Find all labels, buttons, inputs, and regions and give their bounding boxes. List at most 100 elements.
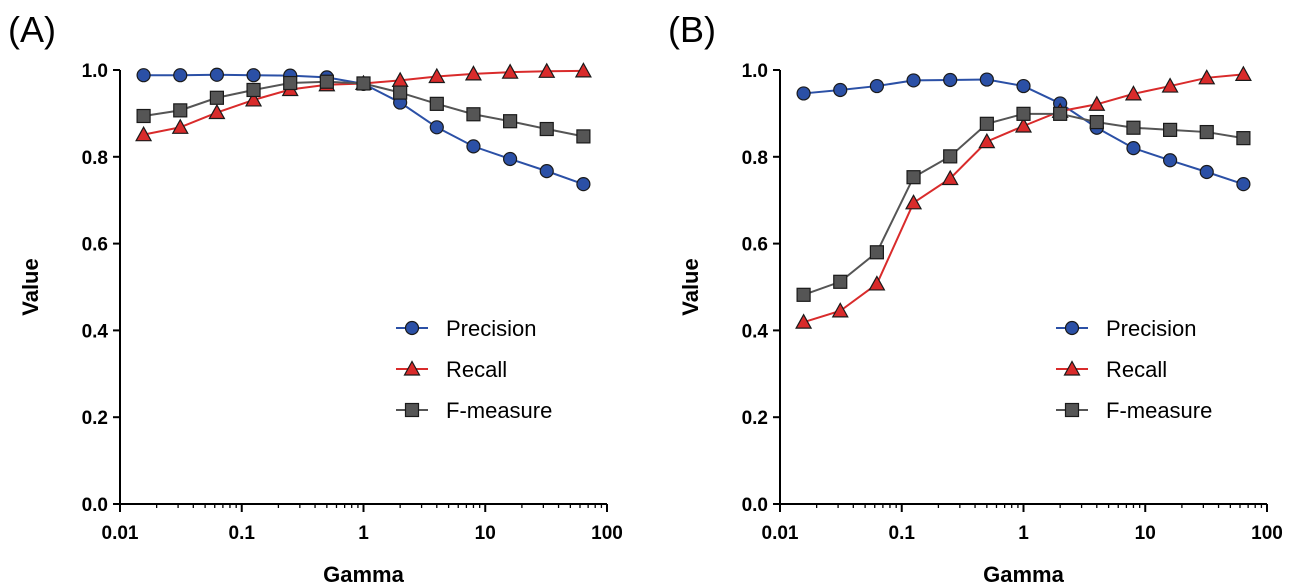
data-point-precision — [833, 82, 848, 98]
series-f-measure — [796, 106, 1251, 302]
data-point-f-measure — [906, 170, 921, 185]
data-point-recall — [1198, 69, 1216, 85]
data-point-precision — [173, 68, 188, 83]
data-point-f-measure — [1016, 106, 1031, 121]
data-point-precision — [209, 67, 224, 82]
y-tick-label: 1.0 — [82, 61, 108, 82]
data-point-precision — [136, 68, 151, 83]
data-point-f-measure — [1236, 131, 1251, 146]
legend-marker-precision — [1064, 320, 1080, 336]
data-point-precision — [1199, 164, 1214, 180]
data-point-f-measure — [576, 129, 591, 144]
data-point-precision — [466, 139, 481, 154]
data-point-precision — [1016, 78, 1031, 94]
data-point-f-measure — [1199, 124, 1214, 140]
legend-label-recall: Recall — [446, 357, 507, 382]
data-point-f-measure — [283, 75, 298, 91]
legend-marker-precision — [404, 320, 420, 336]
data-point-precision — [429, 120, 444, 135]
data-point-precision — [539, 164, 554, 179]
data-point-recall — [1124, 85, 1142, 101]
data-point-f-measure — [429, 96, 444, 111]
data-point-precision — [246, 68, 261, 83]
data-point-precision — [1126, 141, 1141, 156]
legend-label-f-measure: F-measure — [446, 398, 552, 423]
data-point-f-measure — [393, 85, 408, 100]
y-tick-label: 0.8 — [82, 148, 108, 169]
data-point-recall — [978, 132, 996, 149]
data-point-f-measure — [503, 114, 518, 129]
x-tick-label: 0.1 — [889, 523, 916, 544]
data-point-recall — [464, 65, 482, 81]
y-axis-title: Value — [678, 258, 703, 315]
x-tick-label: 0.01 — [762, 523, 799, 544]
x-tick-label: 10 — [1135, 523, 1156, 544]
legend-marker-recall — [403, 360, 421, 376]
data-point-recall — [1014, 117, 1033, 133]
y-tick-label: 0.2 — [82, 408, 108, 429]
series-precision — [796, 72, 1251, 192]
data-point-f-measure — [246, 82, 261, 98]
y-tick-label: 0.0 — [742, 495, 768, 516]
data-point-f-measure — [136, 108, 151, 124]
legend: Precision Recall F-measure — [396, 316, 552, 423]
legend-marker-recall — [1063, 360, 1081, 376]
data-point-f-measure — [356, 76, 371, 91]
data-point-precision — [796, 86, 811, 101]
data-point-recall — [831, 302, 849, 318]
y-tick-label: 0.6 — [742, 235, 768, 256]
x-tick-label: 0.01 — [102, 523, 139, 544]
x-tick-label: 100 — [591, 523, 623, 544]
data-point-recall — [245, 91, 263, 107]
y-tick-label: 0.4 — [742, 321, 769, 342]
panel-b: (B) 0.0 0.2 0.4 0.6 0.8 1.0 0.01 0.1 1 10 100 Gamma V… — [668, 9, 1283, 586]
data-point-recall — [795, 313, 813, 329]
y-axis-title: Value — [18, 258, 43, 315]
data-point-f-measure — [1053, 106, 1068, 121]
data-point-f-measure — [1126, 120, 1141, 135]
x-tick-label: 10 — [475, 523, 496, 544]
x-tick-label: 1 — [1018, 523, 1029, 544]
data-point-recall — [501, 63, 519, 79]
data-point-f-measure — [943, 149, 958, 164]
data-point-precision — [943, 72, 958, 88]
data-point-recall — [905, 194, 923, 210]
data-point-recall — [1088, 95, 1106, 111]
data-point-precision — [1236, 177, 1251, 192]
data-point-precision — [906, 73, 921, 88]
y-tick-label: 0.4 — [82, 321, 109, 342]
data-point-f-measure — [1163, 122, 1178, 137]
data-point-precision — [869, 78, 884, 94]
data-point-precision — [979, 72, 994, 87]
data-point-f-measure — [466, 107, 481, 122]
panel-label: (B) — [668, 9, 716, 50]
legend-label-precision: Precision — [446, 316, 536, 341]
data-point-recall — [171, 118, 189, 134]
data-point-recall — [1161, 77, 1179, 93]
y-tick-label: 1.0 — [742, 61, 768, 82]
data-point-recall — [428, 67, 446, 84]
data-point-f-measure — [173, 103, 188, 118]
data-point-f-measure — [796, 287, 811, 302]
panel-label: (A) — [8, 9, 56, 50]
x-axis-title: Gamma — [983, 562, 1064, 586]
data-point-f-measure — [833, 274, 848, 289]
x-tick-label: 1 — [358, 523, 369, 544]
legend-label-precision: Precision — [1106, 316, 1196, 341]
data-point-recall — [208, 103, 226, 120]
data-point-recall — [1234, 65, 1252, 81]
data-point-f-measure — [979, 116, 994, 131]
legend-marker-f-measure — [404, 402, 420, 418]
data-point-f-measure — [209, 90, 224, 105]
data-point-recall — [574, 62, 592, 78]
y-tick-label: 0.8 — [742, 148, 768, 169]
data-point-recall — [538, 62, 556, 78]
series-line-f-measure — [803, 112, 1244, 296]
data-point-f-measure — [319, 74, 334, 89]
series-f-measure — [136, 74, 591, 144]
data-point-f-measure — [1089, 114, 1104, 130]
data-point-precision — [503, 151, 518, 167]
data-point-f-measure — [539, 121, 554, 137]
data-point-recall — [941, 169, 959, 186]
